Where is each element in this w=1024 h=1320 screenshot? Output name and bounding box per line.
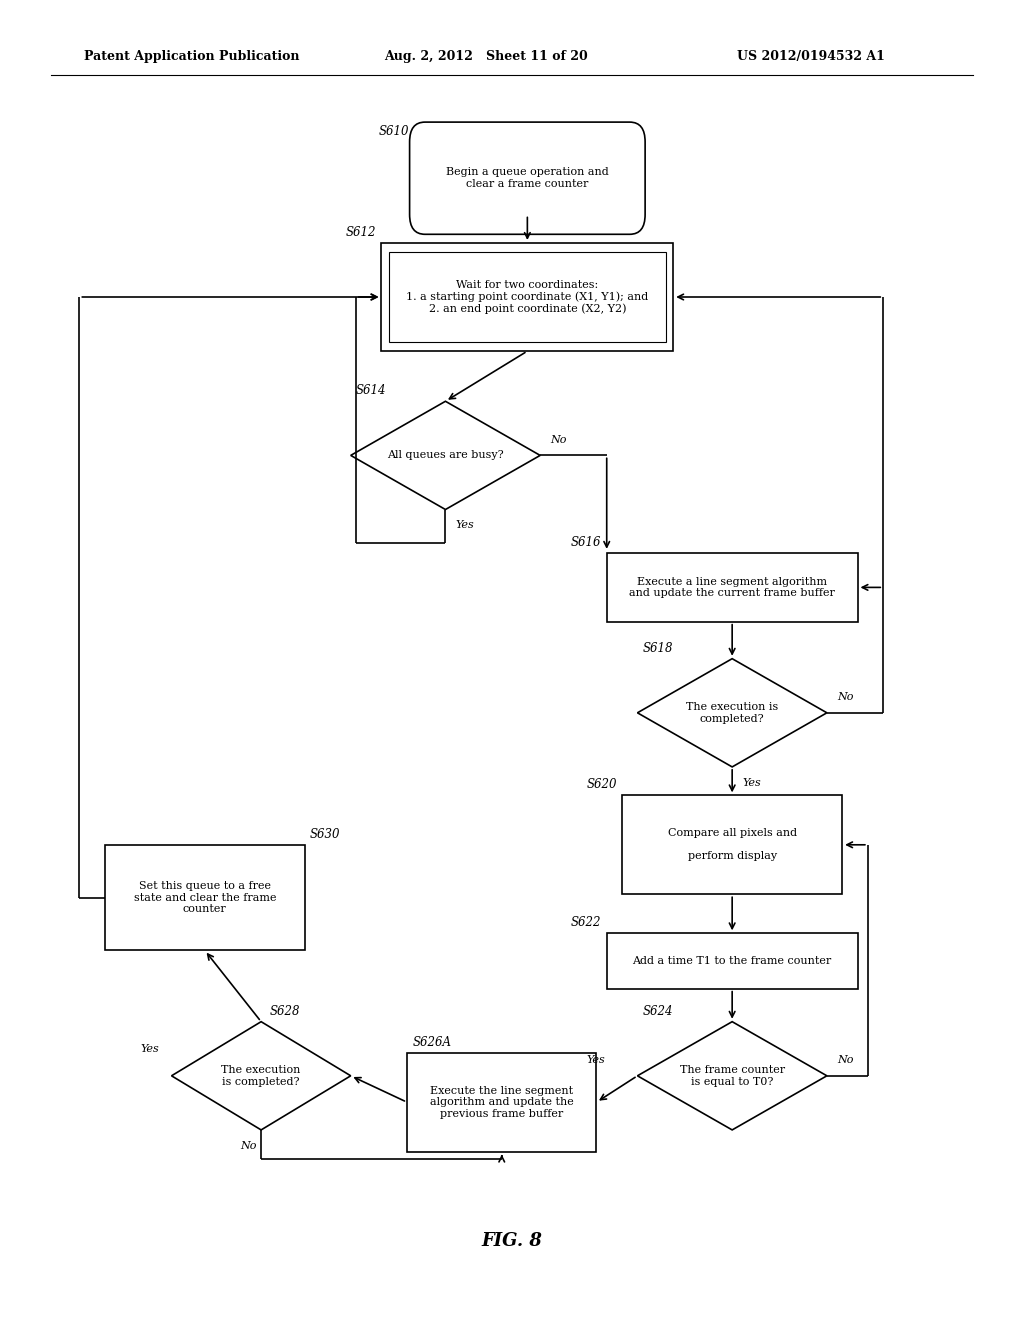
- Text: Yes: Yes: [456, 520, 474, 531]
- Text: The execution is
completed?: The execution is completed?: [686, 702, 778, 723]
- Text: All queues are busy?: All queues are busy?: [387, 450, 504, 461]
- Text: Add a time T1 to the frame counter: Add a time T1 to the frame counter: [633, 956, 831, 966]
- Text: The execution
is completed?: The execution is completed?: [221, 1065, 301, 1086]
- FancyBboxPatch shape: [410, 123, 645, 235]
- Bar: [105, 845, 305, 950]
- Text: No: No: [551, 434, 567, 445]
- Text: Patent Application Publication: Patent Application Publication: [84, 50, 299, 63]
- Bar: [622, 795, 842, 895]
- Text: Begin a queue operation and
clear a frame counter: Begin a queue operation and clear a fram…: [446, 168, 608, 189]
- Text: S614: S614: [356, 384, 386, 397]
- Bar: [382, 243, 674, 351]
- Text: Compare all pixels and

perform display: Compare all pixels and perform display: [668, 828, 797, 862]
- Text: S616: S616: [571, 536, 602, 549]
- Text: Yes: Yes: [586, 1055, 605, 1065]
- Text: Yes: Yes: [742, 777, 761, 788]
- Polygon shape: [637, 659, 827, 767]
- Text: S618: S618: [643, 642, 673, 655]
- Text: Aug. 2, 2012   Sheet 11 of 20: Aug. 2, 2012 Sheet 11 of 20: [384, 50, 588, 63]
- Text: Set this queue to a free
state and clear the frame
counter: Set this queue to a free state and clear…: [133, 880, 276, 915]
- Text: No: No: [241, 1140, 257, 1151]
- Text: The frame counter
is equal to T0?: The frame counter is equal to T0?: [680, 1065, 784, 1086]
- Polygon shape: [172, 1022, 350, 1130]
- Text: FIG. 8: FIG. 8: [481, 1232, 543, 1250]
- Text: S610: S610: [379, 125, 410, 137]
- Text: S626A: S626A: [412, 1036, 452, 1048]
- Text: No: No: [838, 692, 854, 702]
- Bar: [606, 553, 858, 622]
- Text: S624: S624: [643, 1005, 673, 1018]
- Text: S622: S622: [571, 916, 602, 929]
- Text: Execute the line segment
algorithm and update the
previous frame buffer: Execute the line segment algorithm and u…: [430, 1085, 573, 1119]
- Text: No: No: [838, 1055, 854, 1065]
- Text: S612: S612: [346, 226, 377, 239]
- Bar: [407, 1053, 596, 1151]
- Text: Yes: Yes: [141, 1044, 160, 1055]
- Text: S620: S620: [587, 779, 616, 791]
- Text: Execute a line segment algorithm
and update the current frame buffer: Execute a line segment algorithm and upd…: [629, 577, 836, 598]
- Text: S628: S628: [269, 1005, 300, 1018]
- Text: Wait for two coordinates:
1. a starting point coordinate (X1, Y1); and
2. an end: Wait for two coordinates: 1. a starting …: [407, 280, 648, 314]
- Bar: [389, 252, 667, 342]
- Text: S630: S630: [309, 828, 340, 841]
- Text: US 2012/0194532 A1: US 2012/0194532 A1: [737, 50, 885, 63]
- Polygon shape: [637, 1022, 827, 1130]
- Bar: [606, 933, 858, 989]
- Polygon shape: [350, 401, 541, 510]
